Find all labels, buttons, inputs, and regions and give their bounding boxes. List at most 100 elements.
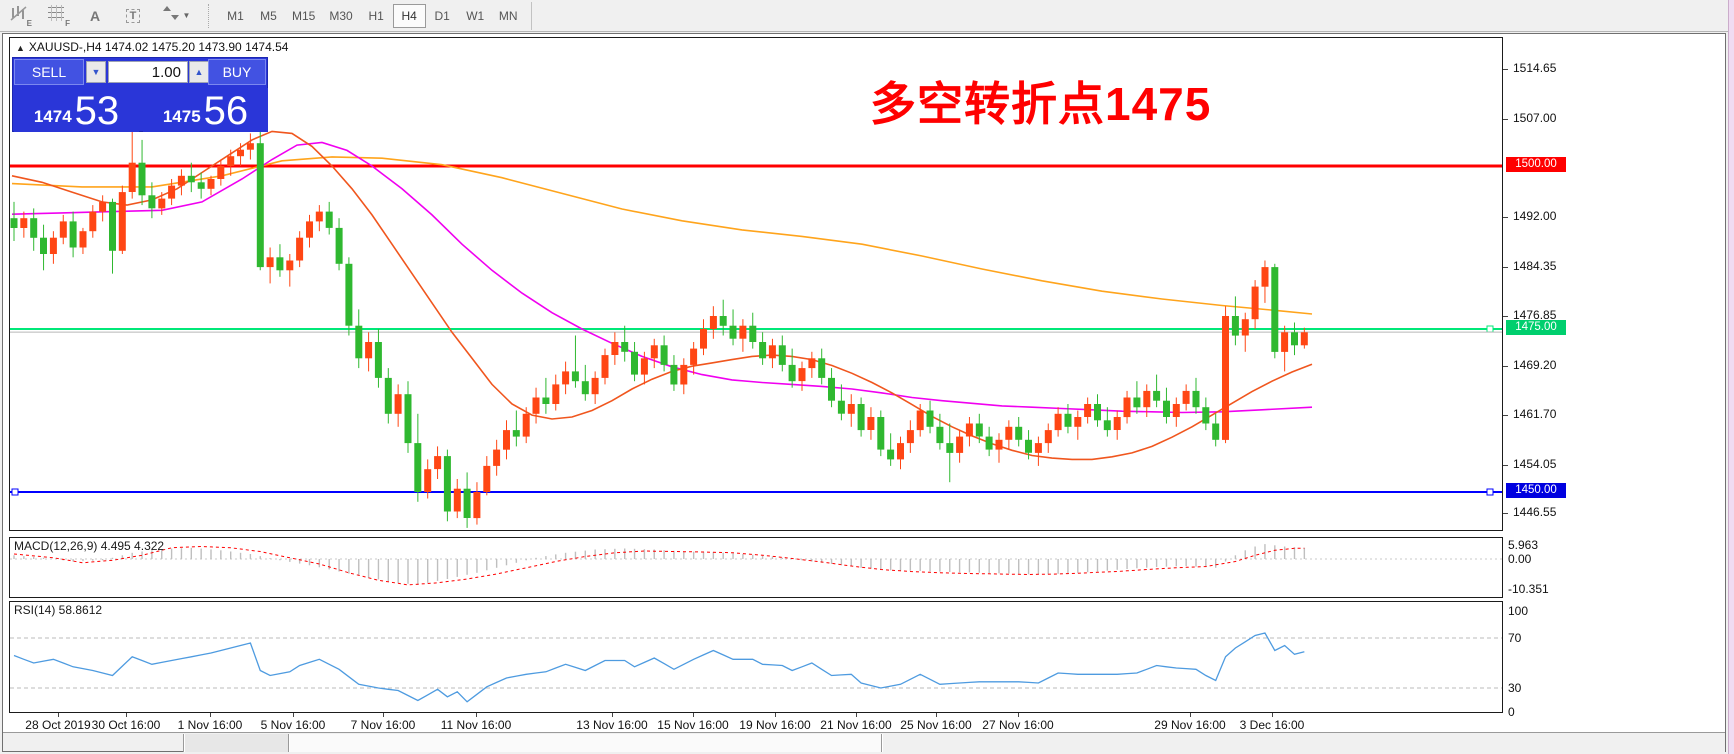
tf-button-m1[interactable]: M1: [227, 8, 244, 23]
date-axis-tick: [126, 713, 127, 717]
date-axis-tick: [693, 713, 694, 717]
tf-button-mn[interactable]: MN: [498, 8, 518, 23]
rsi-axis-label: 70: [1508, 631, 1522, 645]
date-label: 7 Nov 16:00: [350, 718, 416, 732]
label-tool-button[interactable]: A: [79, 3, 111, 29]
toolbar-separator: [530, 1, 532, 30]
price-axis-tick: [1503, 267, 1508, 269]
date-label: 19 Nov 16:00: [739, 718, 811, 732]
symbol-ohlc-text: XAUUSD-,H4 1474.02 1475.20 1473.90 1474.…: [28, 40, 289, 54]
price-axis-tick: [1503, 315, 1508, 317]
tf-button-w1[interactable]: W1: [466, 8, 485, 23]
buy-price-main: 1475: [162, 107, 201, 126]
status-bar: [3, 732, 1725, 752]
macd-chart: [10, 544, 1502, 586]
date-axis-tick: [383, 713, 384, 717]
price-axis-tick: [1503, 464, 1508, 466]
date-label: 21 Nov 16:00: [820, 718, 892, 732]
letter-a-icon: A: [89, 7, 101, 24]
window-scrollbar-strip[interactable]: [1728, 0, 1734, 754]
candlestick-chart: [10, 110, 1502, 528]
date-label: 25 Nov 16:00: [900, 718, 972, 732]
sell-button[interactable]: SELL: [14, 59, 84, 85]
price-axis-tick: [1503, 217, 1508, 219]
sell-price-tile[interactable]: 1474 53: [14, 88, 139, 132]
date-axis-tick: [856, 713, 857, 717]
rsi-indicator-pane[interactable]: RSI(14) 58.8612: [9, 601, 1503, 713]
macd-label: MACD(12,26,9) 4.495 4.322: [14, 539, 165, 553]
status-segment: [183, 734, 288, 752]
chart-annotation-text: 多空转折点1475: [870, 78, 1212, 130]
price-axis-label: 1461.70: [1513, 406, 1557, 421]
date-label: 11 Nov 16:00: [440, 718, 512, 732]
sell-price-main: 1474: [33, 107, 72, 126]
text-tool-button[interactable]: T: [117, 3, 149, 29]
price-axis-label: 1454.05: [1513, 456, 1557, 471]
toolbar: E F A T ▼ M1 M5 M15: [0, 0, 1734, 32]
toolbar-separator: [208, 3, 209, 28]
price-level-badge: 1475.00: [1506, 320, 1566, 335]
chart-window: ▲ XAUUSD-,H4 1474.02 1475.20 1473.90 1474…: [2, 33, 1726, 752]
tf-button-d1[interactable]: D1: [434, 8, 450, 23]
date-axis-tick: [293, 713, 294, 717]
macd-axis-label: -10.351: [1508, 582, 1549, 596]
date-axis-tick: [612, 713, 613, 717]
price-axis-label: 1469.20: [1513, 357, 1557, 372]
volume-decrease-button[interactable]: ▼: [86, 61, 106, 83]
price-axis-label: 1507.00: [1513, 111, 1557, 126]
status-segment: [881, 734, 1725, 752]
one-click-trade-panel: SELL ▼ ▲ BUY 1474 53 1475 56: [12, 57, 268, 132]
triangle-up-icon: ▲: [16, 43, 25, 53]
tf-button-h1[interactable]: H1: [368, 8, 384, 23]
indicators-chart-button[interactable]: E: [3, 3, 35, 29]
symbol-ohlc-header: ▲ XAUUSD-,H4 1474.02 1475.20 1473.90 1474…: [16, 40, 288, 54]
price-axis-tick: [1503, 414, 1508, 416]
price-axis-tick: [1503, 69, 1508, 71]
rsi-axis-label: 100: [1508, 604, 1529, 618]
volume-input[interactable]: [108, 61, 188, 83]
sell-price-big: 53: [74, 89, 120, 133]
tf-button-m5[interactable]: M5: [260, 8, 277, 23]
date-label: 3 Dec 16:00: [1239, 718, 1305, 732]
date-label: 5 Nov 16:00: [260, 718, 326, 732]
timeframe-group: M1 M5 M15 M30 H1 H4 D1 W1 MN: [219, 3, 525, 28]
tool-sub-label: E: [26, 18, 32, 28]
tf-button-m30[interactable]: M30: [329, 8, 353, 23]
buy-price-big: 56: [203, 89, 249, 133]
price-level-badge: 1500.00: [1506, 157, 1566, 172]
date-label: 27 Nov 16:00: [982, 718, 1054, 732]
rsi-axis-label: 30: [1508, 681, 1522, 695]
rsi-chart: [10, 632, 1502, 703]
date-axis-tick: [1190, 713, 1191, 717]
price-axis-tick: [1503, 119, 1508, 121]
date-label: 28 Oct 2019: [25, 718, 91, 732]
candlestick-pencil-icon: [9, 4, 29, 27]
grid-button[interactable]: F: [41, 3, 73, 29]
status-segment: [288, 734, 881, 752]
price-axis-label: 1484.35: [1513, 259, 1557, 274]
price-axis-label: 1514.65: [1513, 61, 1557, 76]
macd-axis-label: 5.963: [1508, 538, 1539, 552]
date-axis-tick: [1272, 713, 1273, 717]
buy-button[interactable]: BUY: [208, 59, 266, 85]
dropdown-caret-icon: ▼: [182, 11, 191, 20]
volume-increase-button[interactable]: ▲: [189, 61, 209, 83]
grid-icon: [47, 5, 67, 26]
macd-indicator-pane[interactable]: MACD(12,26,9) 4.495 4.322: [9, 537, 1503, 598]
date-label: 15 Nov 16:00: [657, 718, 729, 732]
main-chart-pane[interactable]: ▲ XAUUSD-,H4 1474.02 1475.20 1473.90 1474…: [9, 37, 1503, 531]
buy-price-tile[interactable]: 1475 56: [143, 88, 268, 132]
date-axis-tick: [775, 713, 776, 717]
cycle-symbols-button[interactable]: ▼: [155, 3, 197, 29]
cycle-arrows-icon: [162, 5, 180, 26]
date-axis-tick: [210, 713, 211, 717]
tf-button-m15[interactable]: M15: [292, 8, 316, 23]
tf-button-h4-selected[interactable]: H4: [392, 3, 426, 28]
date-label: 1 Nov 16:00: [177, 718, 243, 732]
price-axis-label: 1492.00: [1513, 209, 1557, 224]
date-axis-tick: [476, 713, 477, 717]
price-axis-label: 1446.55: [1513, 505, 1557, 520]
price-axis-label: 1476.85: [1513, 307, 1557, 322]
date-label: 29 Nov 16:00: [1154, 718, 1226, 732]
